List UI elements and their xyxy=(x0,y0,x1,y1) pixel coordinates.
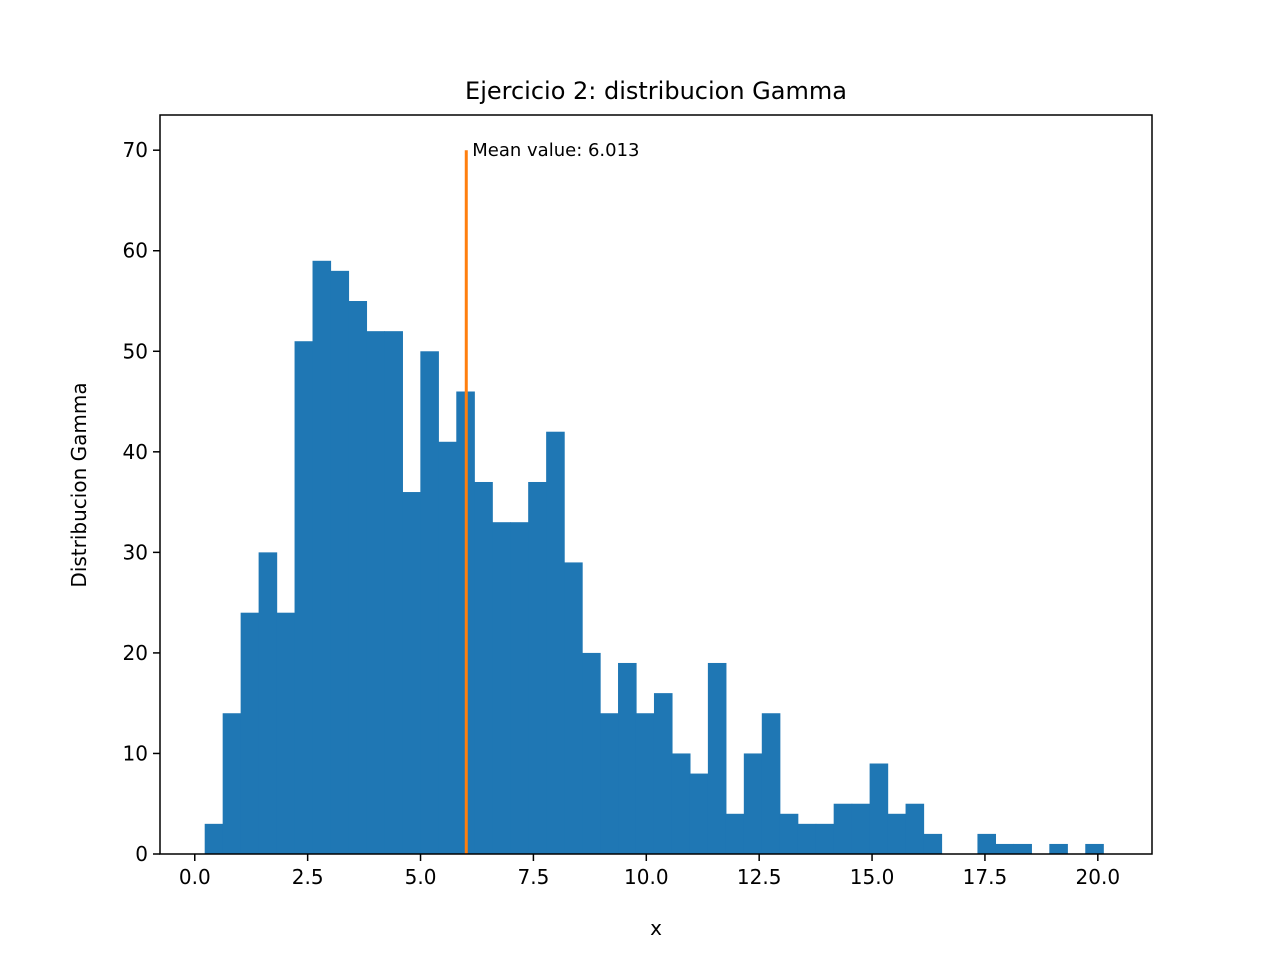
histogram-bar xyxy=(546,431,565,854)
histogram-bar xyxy=(600,713,619,854)
histogram-bar xyxy=(725,813,745,854)
x-axis-ticks: 0.0 2.5 5.0 7.5 10.0 12.5 15.0 17.5 20.0 xyxy=(179,854,1120,889)
x-tick-label: 5.0 xyxy=(405,865,437,889)
histogram-bar xyxy=(743,753,763,854)
histogram-bars xyxy=(204,260,1104,855)
histogram-bar xyxy=(402,492,421,854)
x-tick-label: 10.0 xyxy=(624,865,669,889)
histogram-bar xyxy=(905,803,925,854)
histogram-bar xyxy=(923,833,943,854)
y-axis-label: Distribucion Gamma xyxy=(67,382,91,587)
histogram-bar xyxy=(384,331,403,855)
histogram-bar xyxy=(1085,843,1104,854)
histogram-bar xyxy=(689,773,709,854)
histogram-bar xyxy=(707,662,727,854)
x-tick-label: 20.0 xyxy=(1076,865,1121,889)
histogram-bar xyxy=(474,481,493,854)
y-tick-label: 60 xyxy=(123,239,148,263)
histogram-bar xyxy=(761,713,781,854)
mean-marker: Mean value: 6.013 xyxy=(464,140,640,854)
y-tick-label: 40 xyxy=(123,440,148,464)
histogram-bar xyxy=(564,562,583,854)
histogram-bar xyxy=(635,713,655,854)
histogram-bar xyxy=(851,803,871,854)
histogram-bar xyxy=(618,662,637,854)
histogram-bar xyxy=(797,823,817,854)
histogram-bar xyxy=(348,301,368,854)
histogram-bar xyxy=(312,260,332,854)
histogram-bar xyxy=(222,713,242,854)
x-tick-label: 7.5 xyxy=(518,865,550,889)
y-tick-label: 50 xyxy=(123,339,148,363)
histogram-bar xyxy=(1049,843,1068,854)
x-tick-label: 15.0 xyxy=(850,865,895,889)
x-tick-label: 0.0 xyxy=(179,865,211,889)
y-tick-label: 10 xyxy=(123,741,148,765)
histogram-bar xyxy=(582,652,601,854)
histogram-bar xyxy=(258,552,278,854)
histogram-bar xyxy=(510,522,529,854)
histogram-bar xyxy=(492,522,511,854)
histogram-bar xyxy=(653,693,673,854)
histogram-bar xyxy=(977,833,997,854)
histogram-bar xyxy=(779,813,799,854)
histogram-bar xyxy=(528,481,547,854)
histogram-bar xyxy=(276,612,296,854)
y-axis-ticks: 0 10 20 30 40 50 60 70 xyxy=(123,138,160,866)
x-tick-label: 2.5 xyxy=(292,865,324,889)
histogram-bar xyxy=(671,753,691,854)
x-tick-label: 17.5 xyxy=(963,865,1008,889)
chart-title: Ejercicio 2: distribucion Gamma xyxy=(465,77,847,105)
histogram-bar xyxy=(240,612,260,854)
histogram-bar xyxy=(869,763,889,854)
y-tick-label: 70 xyxy=(123,138,148,162)
histogram-bar xyxy=(204,823,224,854)
histogram-bar xyxy=(294,341,314,854)
x-tick-label: 12.5 xyxy=(737,865,782,889)
x-axis-label: x xyxy=(650,916,662,940)
histogram-bar xyxy=(833,803,853,854)
histogram-bar xyxy=(995,843,1014,854)
histogram-bar xyxy=(420,351,439,854)
histogram-bar xyxy=(887,813,907,854)
histogram-bar xyxy=(366,331,386,855)
mean-value-label: Mean value: 6.013 xyxy=(472,140,639,161)
histogram-bar xyxy=(815,823,835,854)
histogram-bar xyxy=(438,441,457,854)
histogram-bar xyxy=(1013,843,1032,854)
y-tick-label: 0 xyxy=(135,842,148,866)
plot-area-frame xyxy=(159,114,1153,855)
y-tick-label: 20 xyxy=(123,641,148,665)
y-tick-label: 30 xyxy=(123,540,148,564)
histogram-bar xyxy=(330,270,350,855)
